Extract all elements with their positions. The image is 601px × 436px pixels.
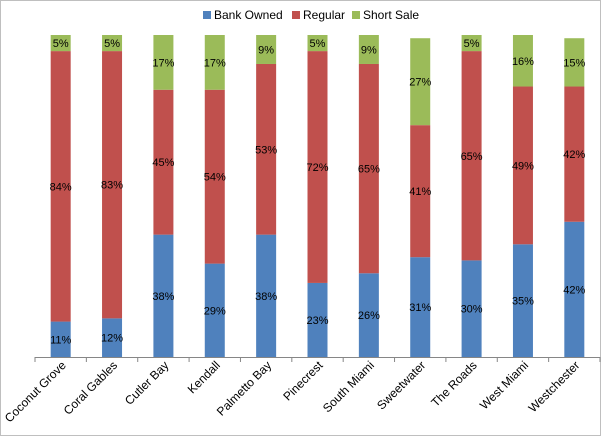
x-tick-label-west-miami: West Miami bbox=[477, 358, 531, 412]
data-label-regular-the-roads: 65% bbox=[461, 151, 483, 163]
bar-short-sale-pinecrest bbox=[307, 35, 328, 52]
bar-short-sale-south-miami bbox=[358, 35, 379, 64]
bar-short-sale-sweetwater bbox=[410, 38, 431, 126]
bar-regular-sweetwater bbox=[410, 125, 431, 258]
bar-bank-owned-coconut-grove bbox=[50, 321, 71, 357]
legend-swatch-regular bbox=[292, 11, 300, 19]
data-label-bank-owned-palmetto-bay: 38% bbox=[255, 291, 277, 303]
bar-short-sale-the-roads bbox=[461, 35, 482, 52]
bar-bank-owned-cutler-bay bbox=[153, 234, 174, 357]
data-label-bank-owned-coconut-grove: 11% bbox=[50, 334, 71, 346]
x-tick-label-cutler-bay: Cutler Bay bbox=[122, 358, 172, 408]
data-label-bank-owned-cutler-bay: 38% bbox=[152, 291, 174, 303]
data-label-short-sale-coral-gables: 5% bbox=[104, 38, 120, 50]
data-label-bank-owned-westchester: 42% bbox=[563, 284, 585, 296]
data-label-regular-kendall: 54% bbox=[204, 172, 226, 184]
bar-bank-owned-south-miami bbox=[358, 273, 379, 357]
data-label-regular-cutler-bay: 45% bbox=[152, 157, 174, 169]
data-label-bank-owned-pinecrest: 23% bbox=[306, 315, 328, 327]
data-label-regular-coral-gables: 83% bbox=[101, 180, 123, 192]
data-label-bank-owned-west-miami: 35% bbox=[512, 296, 534, 308]
data-label-bank-owned-sweetwater: 31% bbox=[409, 302, 431, 314]
legend-swatch-short-sale bbox=[352, 11, 360, 19]
bar-regular-pinecrest bbox=[307, 51, 328, 283]
data-label-bank-owned-coral-gables: 12% bbox=[101, 333, 123, 345]
bar-regular-south-miami bbox=[358, 63, 379, 274]
x-tick-label-coral-gables: Coral Gables bbox=[61, 358, 120, 417]
data-label-bank-owned-south-miami: 26% bbox=[358, 310, 380, 322]
x-tick-label-the-roads: The Roads bbox=[428, 358, 479, 409]
data-label-regular-south-miami: 65% bbox=[358, 164, 380, 176]
x-tick-label-westchester: Westchester bbox=[526, 358, 583, 415]
bar-bank-owned-west-miami bbox=[512, 244, 533, 357]
legend-label-bank-owned: Bank Owned bbox=[214, 8, 283, 22]
bar-short-sale-west-miami bbox=[512, 35, 533, 87]
data-label-bank-owned-kendall: 29% bbox=[204, 305, 226, 317]
x-tick-label-sweetwater: Sweetwater bbox=[374, 358, 428, 412]
bar-regular-westchester bbox=[564, 86, 585, 222]
data-label-regular-palmetto-bay: 53% bbox=[255, 144, 277, 156]
bar-regular-coconut-grove bbox=[50, 51, 71, 322]
data-label-regular-sweetwater: 41% bbox=[409, 186, 431, 198]
data-label-regular-pinecrest: 72% bbox=[306, 162, 328, 174]
legend: Bank Owned Regular Short Sale bbox=[203, 8, 419, 22]
bar-bank-owned-coral-gables bbox=[102, 318, 123, 357]
data-label-regular-west-miami: 49% bbox=[512, 160, 534, 172]
bar-short-sale-coral-gables bbox=[102, 35, 123, 52]
bar-bank-owned-the-roads bbox=[461, 260, 482, 357]
data-label-short-sale-westchester: 15% bbox=[563, 57, 585, 69]
x-tick-label-pinecrest: Pinecrest bbox=[280, 358, 326, 404]
bar-regular-the-roads bbox=[461, 51, 482, 261]
bar-bank-owned-pinecrest bbox=[307, 282, 328, 357]
legend-label-short-sale: Short Sale bbox=[363, 8, 419, 22]
bar-bank-owned-sweetwater bbox=[410, 257, 431, 357]
data-label-short-sale-pinecrest: 5% bbox=[310, 38, 326, 50]
data-label-short-sale-the-roads: 5% bbox=[464, 38, 480, 50]
x-tick-label-coconut-grove: Coconut Grove bbox=[2, 358, 69, 425]
bar-regular-palmetto-bay bbox=[256, 63, 277, 235]
bar-short-sale-kendall bbox=[204, 35, 225, 90]
legend-swatch-bank-owned bbox=[203, 11, 211, 19]
x-tick-label-kendall: Kendall bbox=[185, 358, 223, 396]
data-label-short-sale-cutler-bay: 17% bbox=[152, 57, 174, 69]
bar-bank-owned-kendall bbox=[204, 263, 225, 357]
data-label-regular-westchester: 42% bbox=[563, 149, 585, 161]
bar-regular-cutler-bay bbox=[153, 89, 174, 235]
bar-regular-coral-gables bbox=[102, 51, 123, 319]
legend-label-regular: Regular bbox=[303, 8, 345, 22]
data-label-short-sale-palmetto-bay: 9% bbox=[258, 44, 274, 56]
bar-regular-west-miami bbox=[512, 86, 533, 245]
data-label-bank-owned-the-roads: 30% bbox=[461, 304, 483, 316]
x-tick-label-south-miami: South Miami bbox=[320, 358, 377, 415]
data-label-regular-coconut-grove: 84% bbox=[50, 181, 72, 193]
bar-short-sale-coconut-grove bbox=[50, 35, 71, 52]
bar-short-sale-cutler-bay bbox=[153, 35, 174, 90]
data-label-short-sale-coconut-grove: 5% bbox=[53, 38, 69, 50]
data-label-short-sale-sweetwater: 27% bbox=[409, 77, 431, 89]
bar-regular-kendall bbox=[204, 89, 225, 264]
bar-short-sale-palmetto-bay bbox=[256, 35, 277, 64]
x-tick-label-palmetto-bay: Palmetto Bay bbox=[214, 358, 274, 418]
data-label-short-sale-south-miami: 9% bbox=[361, 44, 377, 56]
data-label-short-sale-kendall: 17% bbox=[204, 57, 226, 69]
bar-bank-owned-palmetto-bay bbox=[256, 234, 277, 357]
bars: 11% 84% 5% 12% 83% 5% 38% 45% 17% 29% 54% 17% 38% 53%… bbox=[50, 35, 586, 357]
data-label-short-sale-west-miami: 16% bbox=[512, 56, 534, 68]
bar-bank-owned-westchester bbox=[564, 221, 585, 357]
bar-short-sale-westchester bbox=[564, 38, 585, 87]
